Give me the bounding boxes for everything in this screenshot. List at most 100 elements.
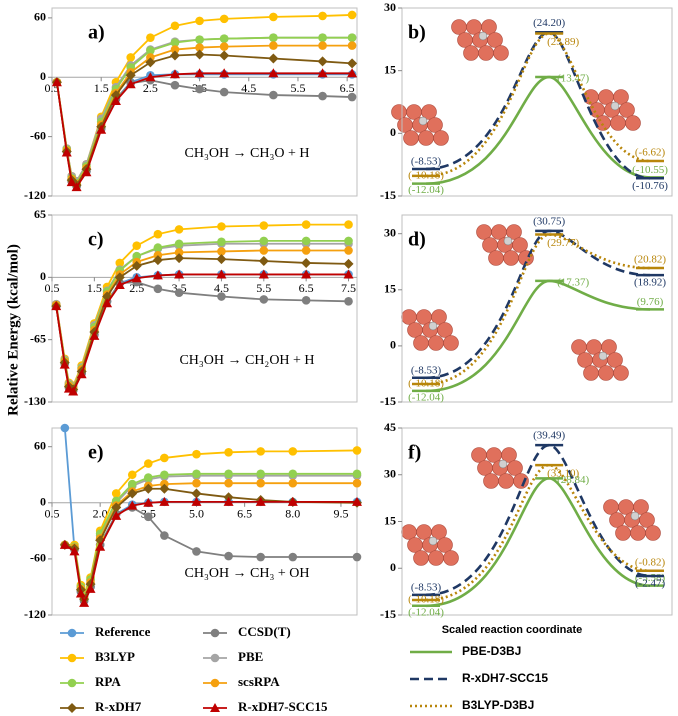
panel-label: c) (88, 229, 104, 251)
panel-label: f) (408, 442, 421, 464)
data-marker (352, 552, 362, 562)
slab-atom (403, 130, 419, 146)
value-label: (13.47) (557, 73, 589, 85)
data-marker (127, 479, 137, 489)
data-marker (127, 488, 138, 499)
plot-frame (401, 214, 673, 403)
data-marker (255, 496, 266, 506)
legend-marker (210, 628, 220, 638)
adsorbate-atom (418, 116, 428, 126)
legend-label: CCSD(T) (238, 624, 291, 639)
data-marker (195, 43, 204, 52)
data-marker (352, 469, 362, 479)
plot-frame (51, 427, 358, 616)
legend-marker (210, 678, 220, 688)
data-marker (219, 50, 230, 61)
data-marker (111, 510, 122, 520)
data-marker (132, 241, 142, 250)
data-marker (170, 21, 180, 31)
slab-atom (639, 512, 655, 528)
data-marker (174, 269, 185, 279)
data-marker (318, 91, 327, 101)
data-marker (256, 447, 265, 456)
slab-atom (437, 322, 453, 338)
data-marker (102, 298, 113, 308)
adsorbate-atom (598, 351, 608, 361)
reaction-equation: CH₃OH → CH₃O + H (185, 146, 310, 161)
data-marker (344, 236, 353, 246)
data-marker (344, 220, 353, 229)
x-tick-label: 4.5 (214, 281, 229, 295)
value-label: (23.89) (547, 36, 579, 48)
data-marker (288, 552, 298, 562)
data-marker (269, 90, 278, 100)
data-marker (81, 167, 92, 177)
y-tick-label: 15 (384, 513, 396, 527)
series-line (64, 487, 358, 602)
legend-marker (210, 653, 220, 663)
data-marker (347, 58, 358, 69)
legend-marker (67, 628, 77, 638)
data-marker (191, 488, 202, 499)
panel-label: b) (408, 22, 426, 44)
data-marker (85, 583, 96, 593)
data-marker (195, 16, 204, 26)
value-label: (29.77) (547, 237, 579, 249)
data-marker (269, 33, 278, 42)
data-marker (219, 68, 230, 78)
legend-label: Reference (95, 624, 151, 639)
slab-atom (428, 335, 444, 351)
slab-atom (619, 102, 635, 118)
value-label: (-12.04) (408, 606, 444, 618)
slab-atom (613, 89, 629, 105)
adsorbate-atom (478, 31, 488, 41)
data-marker (347, 41, 357, 50)
adsorbate-atom (428, 321, 438, 331)
value-label: (-12.04) (408, 184, 444, 196)
y-tick-label: 0 (40, 69, 46, 83)
x-axis-label: Scaled reaction coordinate (442, 624, 583, 636)
x-tick-label: 2.5 (129, 281, 144, 295)
value-label: (-12.04) (408, 391, 444, 403)
data-marker (125, 70, 136, 81)
data-marker (51, 77, 62, 87)
y-tick-label: 60 (34, 438, 46, 452)
data-marker (217, 237, 226, 247)
data-marker (174, 248, 184, 257)
data-marker (288, 478, 298, 488)
data-marker (352, 478, 362, 488)
y-tick-label: 0 (40, 495, 46, 509)
value-label: (28.84) (557, 474, 589, 486)
data-marker (95, 541, 106, 551)
legend-marker (210, 703, 220, 712)
slab-atom (443, 550, 459, 566)
slab-atom (413, 335, 429, 351)
slab-atom (421, 104, 437, 120)
value-label: (-0.82) (635, 556, 666, 568)
y-tick-label: 0 (390, 338, 396, 352)
data-marker (301, 296, 311, 305)
slab-atom (428, 550, 444, 566)
y-tick-label: 0 (40, 269, 46, 283)
data-marker (194, 68, 205, 78)
data-marker (79, 597, 90, 607)
data-marker (125, 79, 136, 89)
data-marker (160, 453, 169, 463)
data-marker (347, 92, 357, 102)
data-marker (114, 272, 125, 283)
legend-label: B3LYP (95, 649, 135, 664)
value-label: (39.49) (533, 430, 565, 442)
data-marker (69, 546, 80, 556)
data-marker (169, 50, 180, 61)
x-tick-label: 2.5 (143, 81, 158, 95)
value-label: (-10.76) (632, 180, 668, 192)
x-tick-label: 6.5 (340, 81, 355, 95)
adsorbate-atom (503, 236, 513, 246)
legend-label: scsRPA (238, 674, 280, 689)
value-label: (-10.18) (408, 169, 444, 181)
legend-label: PBE (238, 649, 263, 664)
data-marker (195, 84, 204, 94)
data-marker (127, 500, 138, 510)
slab-atom (487, 32, 503, 48)
data-marker (224, 478, 233, 488)
